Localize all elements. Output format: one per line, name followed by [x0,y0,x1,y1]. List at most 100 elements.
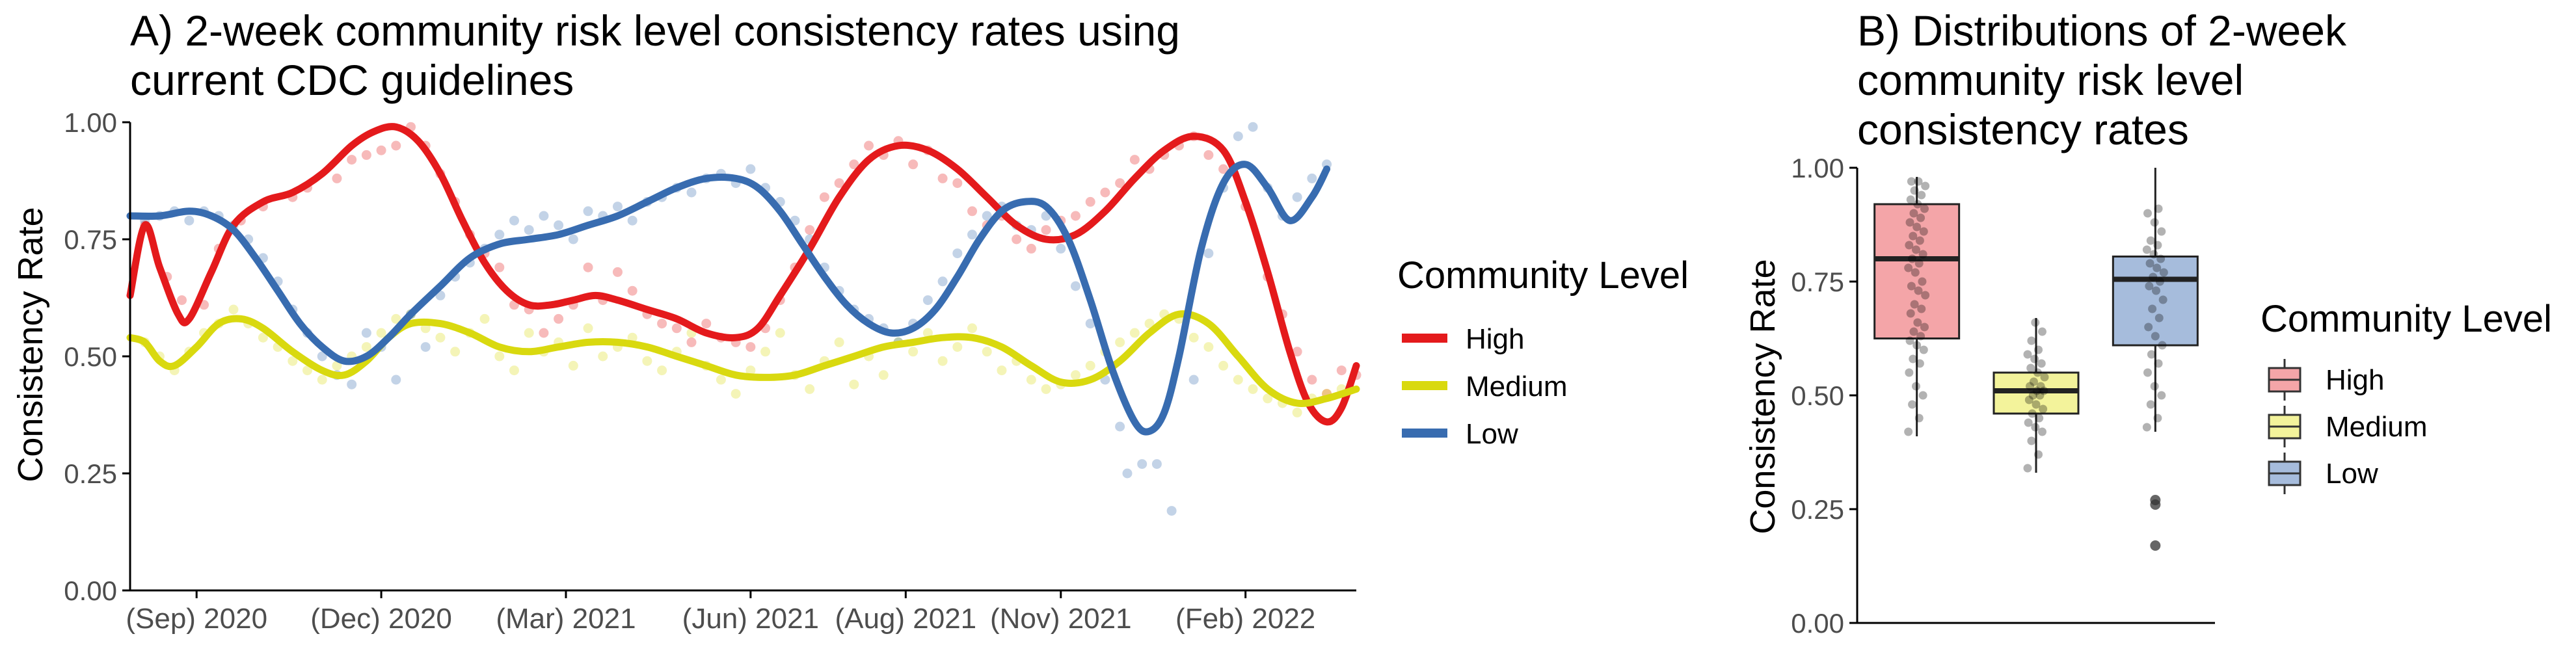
panel-a-point-medium [1233,375,1243,385]
box-low-jitter-point [2148,304,2157,313]
box-low-jitter-point [2144,323,2153,332]
panel-a-point-high [1070,211,1080,221]
box-high-jitter-point [1905,368,1914,377]
panel-a-point-medium [908,347,919,357]
box-low-jitter-point [2159,268,2168,277]
panel-a-point-medium [1144,319,1155,329]
panel-a-point-low [1122,468,1133,479]
box-medium-jitter-point [2029,377,2038,386]
panel-a-point-medium [952,342,963,352]
box-high-jitter-point [1921,291,1930,300]
panel-a-point-low [583,206,593,217]
box-high-jitter-point [1913,318,1922,327]
panel-a-point-medium [479,313,490,324]
box-low [2112,168,2199,551]
panel-a-point-medium [982,347,992,357]
panel-a-plot: 0.00 0.25 0.50 0.75 1.00 (Sep) 2020 (Dec) 202… [64,107,1362,635]
panel-a-point-low [554,220,564,230]
box-high-jitter-point [1911,268,1920,277]
box-medium-jitter-point [2024,395,2033,404]
panel-a-x-tick-label: (Dec) 2020 [310,603,452,635]
panel-a-point-medium [1129,328,1140,338]
legend-b-medium-label: Medium [2326,411,2428,443]
panel-a-point-high [612,267,623,277]
box-high-jitter-point [1906,309,1915,318]
panel-a-point-high [176,295,187,306]
panel-a-point-medium [745,365,756,376]
box-high-jitter-point [1912,341,1922,350]
box-high-jitter-point [1905,218,1914,227]
box-high-jitter-point [1909,209,1918,218]
panel-a-point-high [819,192,829,202]
box-medium-jitter-point [2032,400,2041,409]
panel-a-x-tick-label: (Aug) 2021 [835,603,976,635]
panel-a-point-high [671,323,682,334]
box-high-jitter-point [1908,400,1917,409]
box-medium-jitter-point [2034,345,2043,354]
box-low-jitter-point [2154,359,2163,368]
panel-a-point-medium [760,347,771,357]
panel-a-point-medium [1203,342,1214,352]
panel-a-point-high [805,225,815,235]
panel-a-legend: Community Level High Medium Low [1397,254,1689,450]
panel-a-point-high [1203,150,1214,160]
panel-a-point-high [347,155,357,165]
panel-a-x-tick-label: (Nov) 2021 [990,603,1132,635]
box-high-jitter-point [1913,200,1922,209]
box-high-jitter-point [1906,195,1915,204]
panel-a-point-low [922,295,933,306]
panel-b-y-tick-label: 1.00 [1791,153,1844,183]
panel-a-point-medium [391,313,401,324]
panel-a-point-high [361,150,371,160]
box-high-jitter-point [1914,414,1924,423]
panel-a-point-high [745,342,756,352]
panel-a-point-medium [1218,360,1229,371]
panel-a-x-ticks: (Sep) 2020 (Dec) 2020 (Mar) 2021 (Jun) 2021… [126,590,1315,635]
box-high-jitter-point [1908,254,1917,263]
box-medium-jitter-point [2035,391,2045,400]
box-high-jitter-point [1907,282,1916,291]
box-low-jitter-point [2153,241,2162,250]
box-low-jitter-point [2143,368,2153,377]
box-high-jitter-point [1904,427,1913,436]
panel-a-point-high [1218,164,1229,174]
box-low-jitter-point [2154,204,2163,213]
box-low-jitter-point [2153,414,2162,423]
panel-a-point-low [937,276,948,287]
box-high-jitter-point [1920,204,1929,213]
box-high-jitter-point [1905,241,1914,250]
panel-a-point-high [494,262,505,272]
legend-b-medium-key [2268,406,2301,447]
box-high-jitter-point [1915,359,1924,368]
panel-b-y-tick-label: 0.00 [1791,608,1844,639]
panel-a-point-medium [834,337,844,347]
panel-a-x-tick-label: (Feb) 2022 [1175,603,1315,635]
box-high-jitter-point [1914,177,1923,186]
box-low-jitter-point [2145,282,2154,291]
panel-a-point-medium [598,351,608,362]
box-medium-jitter-point [2031,318,2040,327]
panel-a-point-high [1129,155,1140,165]
panel-b-y-tick-label: 0.50 [1791,380,1844,411]
panel-a-point-low [982,211,992,221]
panel-a-legend-title: Community Level [1397,254,1689,297]
box-medium-jitter-point [2039,404,2048,414]
panel-a-line-medium [126,310,1360,408]
panel-a-point-low [612,202,623,212]
panel-a-point-high [1012,234,1022,244]
panel-a-point-medium [317,375,327,385]
panel-a-point-medium [435,332,446,343]
panel-a-point-low [347,379,357,390]
panel-a-point-low [1085,319,1095,329]
panel-b-plot: 0.00 0.25 0.50 0.75 1.00 [1791,153,2215,639]
panel-a-point-low [317,351,327,362]
panel-b-title-line2: community risk level [1857,56,2244,104]
panel-a-point-medium [228,304,239,315]
panel-a-point-low [1056,243,1066,254]
panel-a-x-tick-label: (Mar) 2021 [496,603,636,635]
box-high [1873,177,1961,436]
box-low-jitter-point [2158,295,2167,304]
panel-a-x-tick-label: (Jun) 2021 [682,603,819,635]
panel-a-point-high [1307,375,1317,385]
